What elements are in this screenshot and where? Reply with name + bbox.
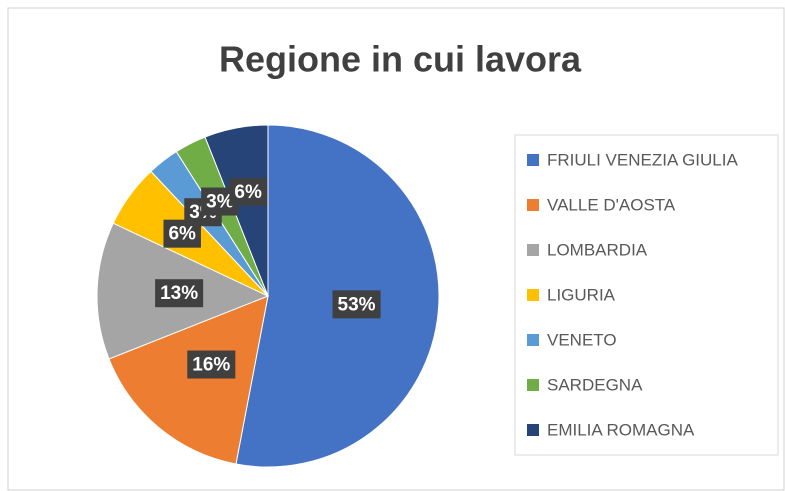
data-label-text: 6% [168, 224, 196, 245]
legend-label: VENETO [547, 330, 617, 349]
legend-label: EMILIA ROMAGNA [547, 420, 695, 439]
data-label: 53% [332, 290, 381, 319]
legend-label: FRIULI VENEZIA GIULIA [547, 150, 738, 169]
legend-swatch [527, 334, 539, 346]
data-label-text: 6% [234, 182, 262, 203]
legend-swatch [527, 379, 539, 391]
pie-slice [108, 295, 269, 465]
data-label-box [229, 177, 267, 206]
legend-label: SARDEGNA [547, 375, 643, 394]
data-label: 16% [187, 350, 236, 379]
legend-box [514, 134, 779, 456]
legend-swatch [527, 199, 539, 211]
data-label: 6% [229, 177, 267, 206]
legend-label: LIGURIA [547, 285, 616, 304]
data-label-text: 13% [160, 283, 198, 304]
legend-label: LOMBARDIA [547, 240, 648, 259]
data-label-box [332, 290, 381, 319]
data-label-box [187, 350, 236, 379]
legend-label: VALLE D'AOSTA [547, 195, 676, 214]
legend-swatch [527, 244, 539, 256]
legend-swatch [527, 154, 539, 166]
data-label-text: 16% [192, 355, 230, 376]
legend-swatch [527, 424, 539, 436]
legend-swatch [527, 289, 539, 301]
data-label-text: 53% [338, 294, 376, 315]
data-label-text: 3% [206, 192, 234, 213]
data-label-box [155, 279, 204, 308]
chart-title: Regione in cui lavora [219, 39, 582, 80]
data-label: 13% [155, 279, 204, 308]
